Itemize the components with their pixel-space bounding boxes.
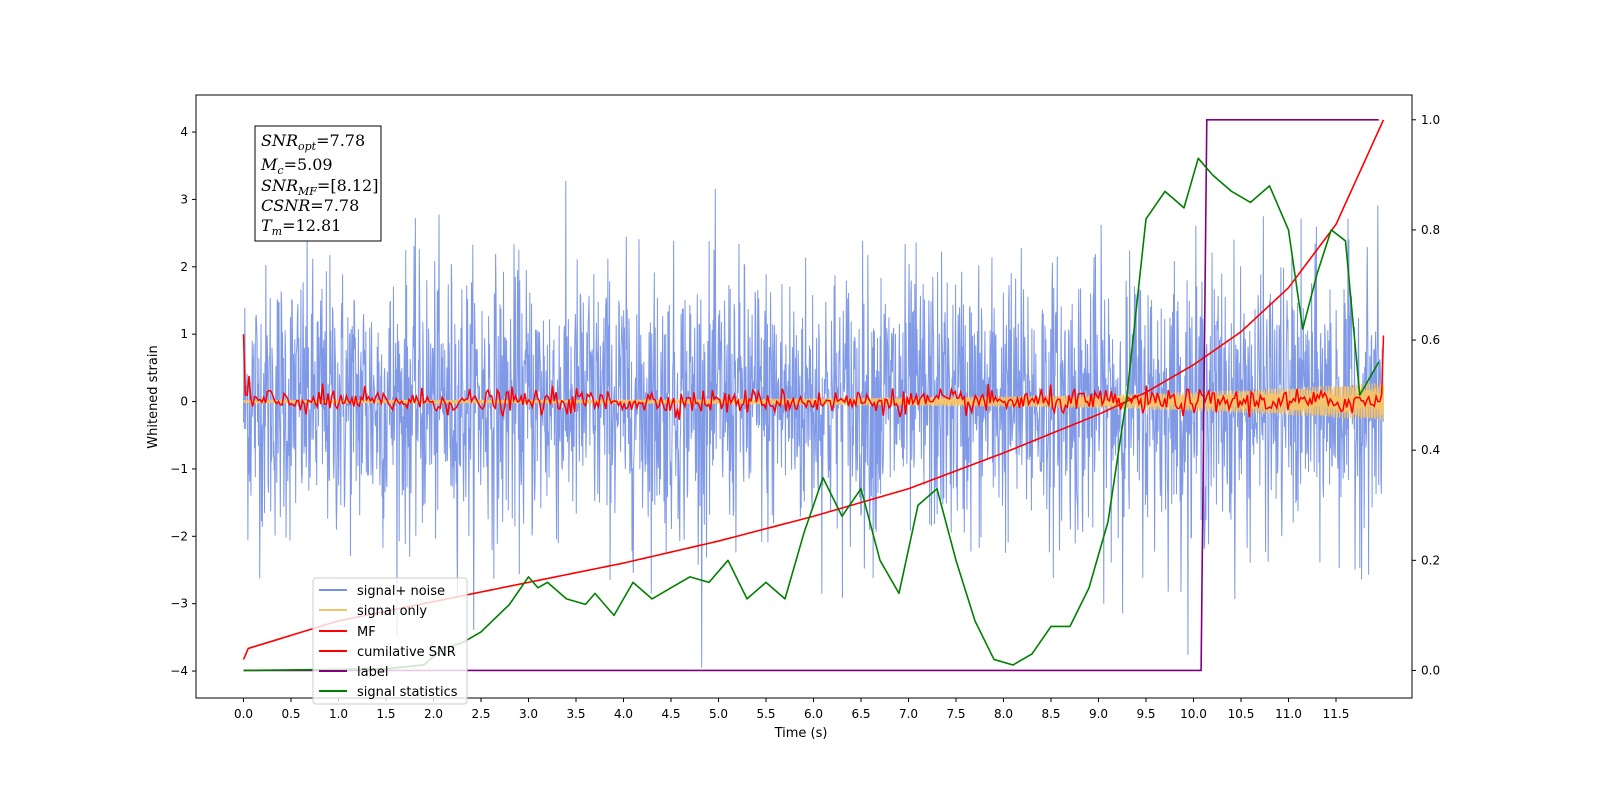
legend-entry-cumulative-snr: cumilative SNR bbox=[319, 645, 456, 660]
annotation-mc: Mc=5.09 bbox=[260, 155, 333, 177]
y-tick-label: −2 bbox=[170, 529, 188, 543]
mf-series bbox=[242, 334, 1385, 420]
x-tick-label: 0.0 bbox=[234, 707, 253, 721]
y2-tick-label: 0.0 bbox=[1421, 663, 1440, 677]
annotation-tm: Tm=12.81 bbox=[261, 216, 341, 238]
y2-tick-label: 1.0 bbox=[1421, 113, 1440, 127]
x-tick-label: 2.5 bbox=[471, 707, 490, 721]
x-tick-label: 3.5 bbox=[566, 707, 585, 721]
y-tick-label: 1 bbox=[180, 327, 188, 341]
y-tick-label: −3 bbox=[170, 597, 188, 611]
x-tick-label: 5.5 bbox=[756, 707, 775, 721]
legend-entry-mf: MF bbox=[319, 625, 376, 640]
x-tick-label: 0.5 bbox=[281, 707, 300, 721]
y2-tick-label: 0.2 bbox=[1421, 553, 1440, 567]
x-tick-label: 7.5 bbox=[946, 707, 965, 721]
x-tick-label: 9.0 bbox=[1089, 707, 1108, 721]
y-tick-label: 3 bbox=[180, 192, 188, 206]
annotation-snr-opt: SNRopt=7.78 bbox=[261, 131, 365, 153]
x-tick-label: 4.0 bbox=[614, 707, 633, 721]
annotation-snr-mf: SNRMF=[8.12] bbox=[261, 176, 378, 198]
x-tick-label: 8.0 bbox=[994, 707, 1013, 721]
y2-tick-label: 0.4 bbox=[1421, 443, 1440, 457]
x-tick-label: 1.5 bbox=[376, 707, 395, 721]
y-tick-label: −4 bbox=[170, 664, 188, 678]
annotation-frame bbox=[254, 125, 382, 242]
x-tick-label: 11.0 bbox=[1275, 707, 1302, 721]
y-axis-left: −4 −3 −2 −1 0 1 2 3 4 bbox=[170, 125, 196, 678]
y-axis-label: Whitened strain bbox=[146, 345, 161, 448]
x-tick-label: 2.0 bbox=[424, 707, 443, 721]
x-tick-label: 10.0 bbox=[1180, 707, 1207, 721]
y-tick-label: 2 bbox=[180, 260, 188, 274]
legend-label-signal-noise: signal+ noise bbox=[357, 584, 445, 599]
annotation-box: SNRopt=7.78 Mc=5.09 SNRMF=[8.12] CSNR=7.… bbox=[254, 125, 382, 242]
legend-frame bbox=[312, 577, 468, 705]
x-tick-label: 7.0 bbox=[899, 707, 918, 721]
legend-label-signal-only: signal only bbox=[357, 604, 427, 619]
signal-noise-line bbox=[243, 180, 1384, 668]
legend-label-label: label bbox=[357, 665, 388, 680]
legend-entry-signal-only: signal only bbox=[319, 604, 427, 619]
annotation-csnr: CSNR=7.78 bbox=[261, 196, 359, 215]
legend-entry-signal-noise: signal+ noise bbox=[319, 584, 445, 599]
legend: signal+ noise signal only MF cumilative … bbox=[312, 577, 468, 705]
y-axis-right: 0.0 0.2 0.4 0.6 0.8 1.0 bbox=[1412, 113, 1440, 677]
x-tick-label: 8.5 bbox=[1041, 707, 1060, 721]
x-tick-label: 5.0 bbox=[709, 707, 728, 721]
y-tick-label: −1 bbox=[170, 462, 188, 476]
x-tick-label: 9.5 bbox=[1136, 707, 1155, 721]
mf-line bbox=[242, 334, 1385, 420]
y-tick-label: 4 bbox=[180, 125, 188, 139]
x-tick-label: 3.0 bbox=[519, 707, 538, 721]
legend-label-signal-statistics: signal statistics bbox=[357, 685, 458, 700]
x-tick-label: 11.5 bbox=[1323, 707, 1350, 721]
x-tick-label: 1.0 bbox=[329, 707, 348, 721]
legend-entry-label: label bbox=[319, 665, 388, 680]
x-axis-label: Time (s) bbox=[774, 726, 828, 741]
x-tick-label: 4.5 bbox=[661, 707, 680, 721]
x-tick-label: 6.5 bbox=[851, 707, 870, 721]
signal-noise-series bbox=[243, 180, 1384, 668]
legend-entry-signal-statistics: signal statistics bbox=[319, 685, 458, 700]
x-tick-label: 10.5 bbox=[1228, 707, 1255, 721]
y2-tick-label: 0.6 bbox=[1421, 333, 1440, 347]
x-tick-label: 6.0 bbox=[804, 707, 823, 721]
plot-frame bbox=[195, 94, 1413, 699]
x-axis: 0.0 0.5 1.0 1.5 2.0 2.5 3.0 3.5 4.0 4.5 5.0 5.5 6.0 6… bbox=[234, 698, 1349, 721]
legend-label-cumulative-snr: cumilative SNR bbox=[357, 645, 456, 660]
label-line bbox=[243, 118, 1379, 672]
signal-statistics-line bbox=[243, 157, 1380, 672]
legend-label-mf: MF bbox=[357, 625, 376, 640]
y2-tick-label: 0.8 bbox=[1421, 223, 1440, 237]
y-tick-label: 0 bbox=[180, 395, 188, 409]
